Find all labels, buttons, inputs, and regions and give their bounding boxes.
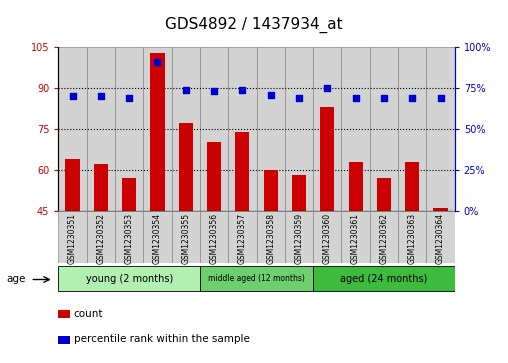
Bar <box>172 47 200 211</box>
FancyBboxPatch shape <box>58 211 87 263</box>
Point <box>352 95 360 101</box>
Bar <box>377 178 391 211</box>
Text: GSM1230360: GSM1230360 <box>323 213 332 264</box>
Bar <box>370 47 398 211</box>
FancyBboxPatch shape <box>313 266 455 291</box>
Bar <box>94 164 108 211</box>
Bar <box>122 178 136 211</box>
Bar <box>115 47 143 211</box>
Text: GSM1230364: GSM1230364 <box>436 213 445 264</box>
FancyBboxPatch shape <box>200 211 228 263</box>
Bar <box>207 142 221 211</box>
Bar <box>257 47 285 211</box>
FancyBboxPatch shape <box>285 211 313 263</box>
Text: GSM1230362: GSM1230362 <box>379 213 389 264</box>
Point <box>380 95 388 101</box>
Bar <box>433 208 448 211</box>
Point <box>408 95 416 101</box>
FancyBboxPatch shape <box>172 211 200 263</box>
Text: GSM1230354: GSM1230354 <box>153 213 162 264</box>
Text: GSM1230361: GSM1230361 <box>351 213 360 264</box>
Point <box>238 87 246 93</box>
Bar <box>150 53 165 211</box>
Bar <box>313 47 341 211</box>
FancyBboxPatch shape <box>370 211 398 263</box>
Point <box>125 95 133 101</box>
Point <box>323 85 331 91</box>
FancyBboxPatch shape <box>228 211 257 263</box>
Text: GSM1230357: GSM1230357 <box>238 213 247 264</box>
Bar <box>235 131 249 211</box>
Bar <box>179 123 193 211</box>
Point <box>97 93 105 99</box>
Bar <box>348 162 363 211</box>
Bar <box>228 47 257 211</box>
Text: aged (24 months): aged (24 months) <box>340 274 428 284</box>
Bar <box>143 47 172 211</box>
Text: middle aged (12 months): middle aged (12 months) <box>208 274 305 283</box>
FancyBboxPatch shape <box>143 211 172 263</box>
Point <box>182 87 190 93</box>
FancyBboxPatch shape <box>115 211 143 263</box>
Bar <box>320 107 334 211</box>
FancyBboxPatch shape <box>313 211 341 263</box>
FancyBboxPatch shape <box>257 211 285 263</box>
Text: GSM1230352: GSM1230352 <box>97 213 105 264</box>
Text: young (2 months): young (2 months) <box>85 274 173 284</box>
Bar <box>285 47 313 211</box>
Bar <box>341 47 370 211</box>
Text: age: age <box>6 274 25 284</box>
Bar <box>292 175 306 211</box>
Bar <box>66 159 80 211</box>
Bar <box>87 47 115 211</box>
Bar <box>200 47 228 211</box>
Text: GSM1230355: GSM1230355 <box>181 213 190 264</box>
Text: GDS4892 / 1437934_at: GDS4892 / 1437934_at <box>165 16 343 33</box>
Point <box>267 91 275 97</box>
Text: GSM1230359: GSM1230359 <box>295 213 303 264</box>
Bar <box>58 47 87 211</box>
Text: count: count <box>74 309 103 319</box>
FancyBboxPatch shape <box>398 211 426 263</box>
FancyBboxPatch shape <box>426 211 455 263</box>
FancyBboxPatch shape <box>341 211 370 263</box>
Point <box>153 59 162 65</box>
Text: GSM1230356: GSM1230356 <box>210 213 218 264</box>
Text: percentile rank within the sample: percentile rank within the sample <box>74 334 249 344</box>
Text: GSM1230351: GSM1230351 <box>68 213 77 264</box>
Bar <box>264 170 278 211</box>
Text: GSM1230358: GSM1230358 <box>266 213 275 264</box>
Point <box>295 95 303 101</box>
FancyBboxPatch shape <box>87 211 115 263</box>
Bar <box>426 47 455 211</box>
FancyBboxPatch shape <box>58 266 200 291</box>
Text: GSM1230363: GSM1230363 <box>408 213 417 264</box>
Point <box>210 88 218 94</box>
Point <box>69 93 77 99</box>
Text: GSM1230353: GSM1230353 <box>124 213 134 264</box>
Bar <box>398 47 426 211</box>
Point <box>436 95 444 101</box>
Bar <box>405 162 419 211</box>
FancyBboxPatch shape <box>200 266 313 291</box>
